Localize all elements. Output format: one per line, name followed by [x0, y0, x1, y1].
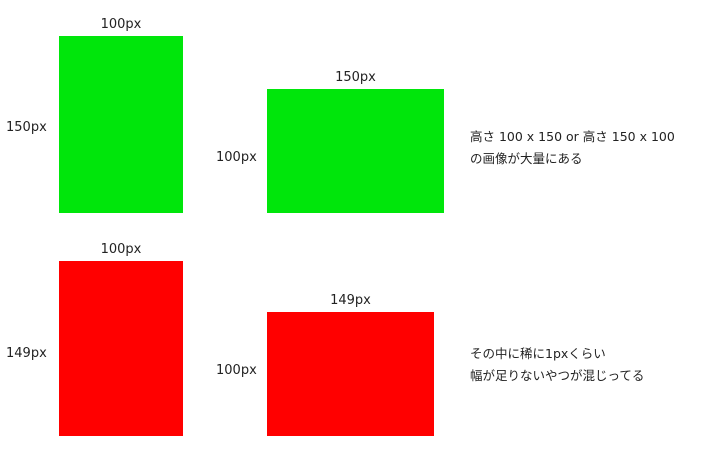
- red-landscape-rect: [267, 312, 434, 436]
- height-label: 100px: [216, 150, 257, 165]
- green-portrait-rect: [59, 36, 183, 213]
- width-label: 149px: [330, 293, 371, 308]
- red-portrait-rect: [59, 261, 183, 436]
- width-label: 100px: [100, 242, 142, 257]
- width-label: 100px: [100, 17, 142, 32]
- width-label: 150px: [335, 70, 376, 85]
- note-line: 高さ 100 x 150 or 高さ 150 x 100: [470, 129, 675, 144]
- height-label: 149px: [6, 346, 47, 361]
- height-label: 150px: [6, 120, 47, 135]
- green-landscape-rect: [267, 89, 444, 213]
- note-line: その中に稀に1pxくらい: [470, 346, 606, 361]
- note-line: の画像が大量にある: [470, 151, 583, 166]
- height-label: 100px: [216, 363, 257, 378]
- note-line: 幅が足りないやつが混じってる: [470, 368, 645, 383]
- note-top: 高さ 100 x 150 or 高さ 150 x 100 の画像が大量にある: [470, 126, 675, 170]
- note-bottom: その中に稀に1pxくらい 幅が足りないやつが混じってる: [470, 343, 644, 387]
